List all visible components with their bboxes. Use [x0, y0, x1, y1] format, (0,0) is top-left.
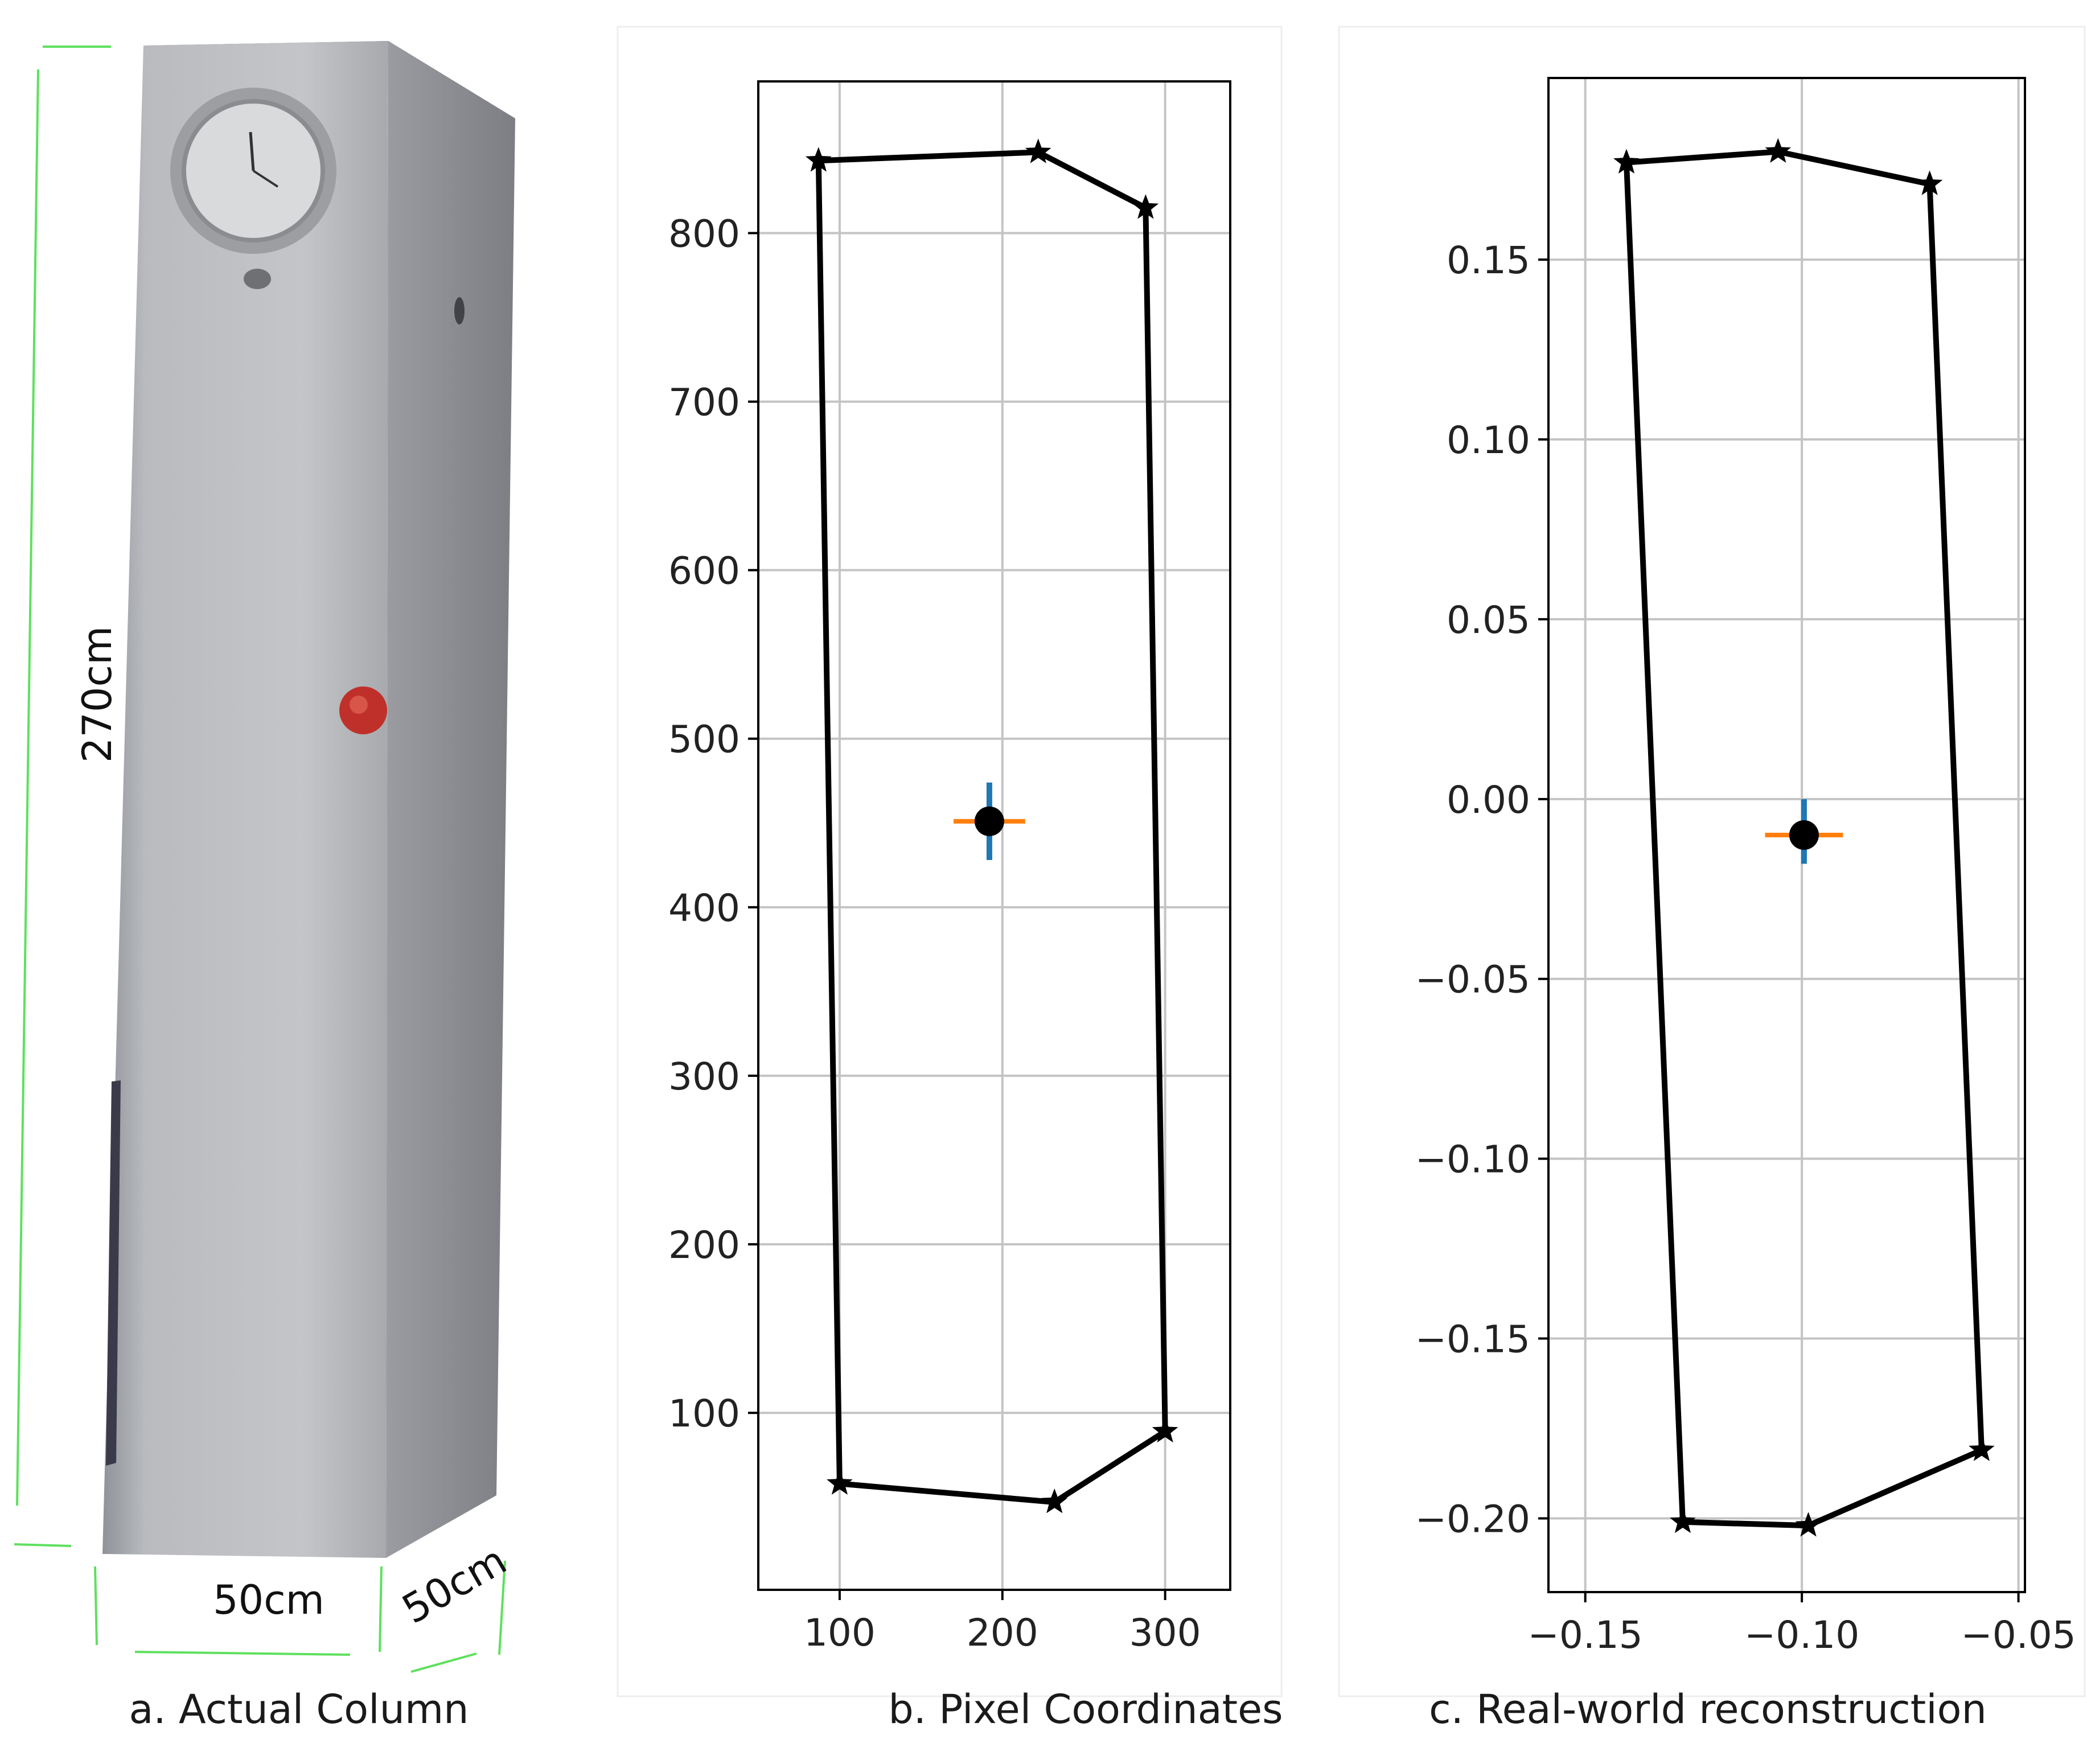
panel-c-y-tick-label: 0.10 — [1447, 418, 1530, 462]
depth-guide-right — [498, 1560, 506, 1655]
panel-b-y-tick-label: 400 — [668, 886, 740, 930]
panel-b-corner-star — [1132, 194, 1159, 219]
panel-b-y-tick-label: 100 — [668, 1392, 740, 1436]
panel-b-center-point — [974, 806, 1004, 836]
panel-b-y-tick-label: 500 — [668, 718, 740, 762]
panel-c-y-tick-label: 0.00 — [1447, 778, 1530, 822]
panel-c-y-tick-label: 0.05 — [1447, 598, 1530, 642]
panel-c-corner-star — [1613, 149, 1640, 174]
panel-c-corner-star — [1969, 1436, 1995, 1461]
panel-b: 100 200 300 100 200 300 400 500 600 700 800 b. Pix… — [617, 26, 1283, 1733]
panel-b-frame — [617, 26, 1283, 1697]
depth-dimension-label: 50cm — [395, 1537, 515, 1633]
panel-b-plot — [805, 138, 1178, 1514]
dimension-guides — [14, 46, 506, 1673]
panel-b-corner-star — [805, 147, 832, 172]
panel-a: 270cm 50cm 50cm a. Actual Column — [14, 41, 515, 1733]
panel-b-ticks: 100 200 300 100 200 300 400 500 600 700 800 — [668, 212, 1201, 1655]
height-guide-bottom — [14, 1543, 72, 1547]
panel-c-caption: c. Real-world reconstruction — [1429, 1686, 1987, 1733]
panel-c-plot — [1613, 138, 1995, 1537]
panel-b-axes — [757, 80, 1231, 1591]
depth-guide-line — [410, 1652, 477, 1673]
panel-a-caption: a. Actual Column — [129, 1686, 469, 1733]
column-side-face — [386, 41, 515, 1558]
column-left-shadow — [106, 1080, 121, 1466]
column-side-spot — [454, 297, 465, 324]
width-dimension-label: 50cm — [213, 1577, 324, 1623]
panel-b-y-tick-label: 800 — [668, 212, 740, 256]
panel-b-corner-star — [827, 1470, 853, 1495]
panel-b-y-tick-label: 600 — [668, 549, 740, 593]
panel-c-y-tick-label: 0.15 — [1447, 239, 1530, 282]
panel-c-x-tick-label: −0.15 — [1528, 1613, 1643, 1657]
panel-b-x-tick-label: 300 — [1129, 1611, 1201, 1655]
panel-b-corner-star — [1152, 1417, 1178, 1443]
panel-b-y-tick-label: 300 — [668, 1055, 740, 1099]
panel-c-axes — [1547, 77, 2026, 1593]
panel-b-corner-star — [1041, 1488, 1068, 1514]
panel-c-corner-star — [1795, 1512, 1822, 1537]
panel-b-y-tick-label: 700 — [668, 381, 740, 425]
panel-c-y-tick-label: −0.05 — [1415, 958, 1530, 1002]
column-front-face — [102, 41, 388, 1558]
panel-c: −0.15 −0.10 −0.05 −0.20 −0.15 −0.10 −0.05 0.00 0… — [1338, 26, 2086, 1733]
panel-c-frame — [1338, 26, 2086, 1697]
panel-c-x-tick-label: −0.10 — [1744, 1613, 1859, 1657]
panel-c-ticks: −0.15 −0.10 −0.05 −0.20 −0.15 −0.10 −0.05 0.00 0… — [1415, 239, 2076, 1657]
width-guide-left — [94, 1566, 98, 1646]
panel-b-caption: b. Pixel Coordinates — [888, 1686, 1283, 1733]
panel-c-corner-star — [1670, 1508, 1696, 1533]
panel-c-corner-star — [1765, 138, 1792, 163]
panel-c-y-tick-label: −0.20 — [1415, 1497, 1530, 1541]
clock-icon — [170, 88, 336, 289]
red-marker — [339, 686, 387, 734]
panel-b-x-tick-label: 100 — [804, 1611, 876, 1655]
panel-b-corner-star — [1025, 138, 1051, 163]
panel-b-x-tick-label: 200 — [967, 1611, 1038, 1655]
panel-c-y-tick-label: −0.15 — [1415, 1318, 1530, 1362]
height-guide-line — [16, 69, 39, 1506]
width-guide-right — [379, 1566, 383, 1652]
panel-b-y-tick-label: 200 — [668, 1223, 740, 1267]
height-dimension-label: 270cm — [74, 626, 121, 763]
panel-c-y-tick-label: −0.10 — [1415, 1138, 1530, 1182]
panel-c-center-point — [1789, 820, 1819, 850]
panel-c-x-tick-label: −0.05 — [1961, 1613, 2076, 1657]
width-guide-line — [134, 1651, 351, 1656]
panel-c-corner-star — [1916, 170, 1943, 195]
